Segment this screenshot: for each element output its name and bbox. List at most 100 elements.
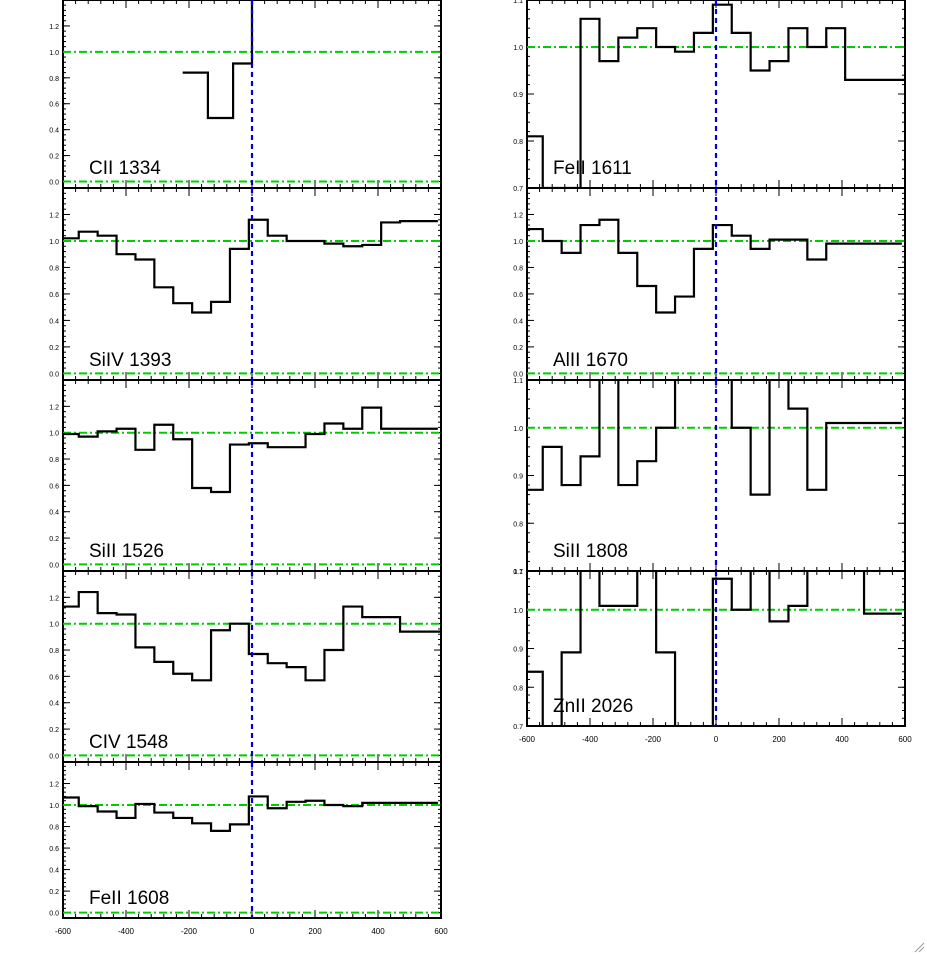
y-tick-label: 0.2 (513, 345, 523, 352)
y-tick-label: 0.0 (49, 371, 59, 378)
x-tick-label: 600 (434, 927, 448, 936)
y-tick-label: 0.4 (49, 701, 59, 708)
y-tick-label: 0.7 (513, 724, 523, 731)
y-tick-label: 1.2 (49, 212, 59, 219)
y-tick-label: 0.4 (513, 318, 523, 325)
y-tick-label: 0.6 (49, 846, 59, 853)
y-tick-label: 0.4 (49, 318, 59, 325)
y-tick-label: 0.2 (49, 889, 59, 896)
y-tick-label: 0.0 (49, 911, 59, 918)
resize-grip-icon[interactable] (913, 941, 925, 953)
x-tick-label: 200 (308, 927, 322, 936)
y-tick-label: 0.9 (513, 647, 523, 654)
y-tick-label: 1.2 (49, 595, 59, 602)
y-tick-label: 0.0 (513, 371, 523, 378)
x-tick-label: -200 (181, 927, 198, 936)
y-tick-label: 1.0 (49, 622, 59, 629)
y-tick-label: 0.2 (49, 727, 59, 734)
panel-cii-1334: 0.0 0.2 0.4 0.6 0.8 1.0 1.2 CII 1334 (49, 0, 442, 189)
y-tick-label: 0.8 (513, 139, 523, 146)
y-tick-label: 0.6 (513, 292, 523, 299)
y-tick-label: 0.4 (49, 128, 59, 135)
y-tick-label: 1.2 (513, 212, 523, 219)
x-tick-label: -400 (582, 735, 599, 744)
y-tick-label: 0.8 (49, 76, 59, 83)
ion-label: SiII 1526 (89, 541, 164, 562)
spectrum-line (63, 590, 441, 682)
ion-label: CII 1334 (89, 158, 161, 179)
panel-siii-1808: 0.7 0.8 0.9 1.0 1.1 SiII 1808 (513, 378, 906, 576)
panel-alii-1670: 0.0 0.2 0.4 0.6 0.8 1.0 1.2 AlII 1670 (513, 187, 906, 381)
ion-label: AlII 1670 (553, 350, 628, 371)
y-tick-label: 1.1 (513, 569, 523, 576)
y-tick-label: 1.0 (49, 50, 59, 57)
y-tick-label: 1.1 (513, 378, 523, 385)
y-tick-label: 0.2 (49, 154, 59, 161)
y-tick-label: 0.8 (49, 648, 59, 655)
spectrum-line (182, 0, 254, 120)
spectrum-line (527, 218, 902, 314)
y-tick-label: 0.8 (49, 825, 59, 832)
y-tick-label: 0.0 (49, 180, 59, 187)
panel-feii-1611: 0.7 0.8 0.9 1.0 1.1 FeII 1611 (513, 0, 906, 193)
spectrum-line (527, 380, 902, 496)
panel-siii-1526: 0.0 0.2 0.4 0.6 0.8 1.0 1.2 SiII 1526 (49, 379, 442, 572)
x-tick-label: -400 (118, 927, 135, 936)
y-tick-label: 0.8 (513, 521, 523, 528)
y-tick-label: 1.2 (49, 24, 59, 31)
panel-znii-2026: 0.7 0.8 0.9 1.0 1.1 -600 -400 -200 0 200 400 600 ZnI… (513, 569, 912, 744)
ion-label: ZnII 2026 (553, 696, 633, 717)
x-tick-label: -200 (645, 735, 662, 744)
panel-siiv-1393: 0.0 0.2 0.4 0.6 0.8 1.0 1.2 SiIV 1393 (49, 187, 442, 381)
y-tick-label: 0.8 (513, 685, 523, 692)
x-tick-label: 0 (714, 735, 719, 744)
y-tick-label: 0.8 (49, 457, 59, 464)
ion-label: FeII 1611 (553, 158, 632, 179)
ion-label: SiIV 1393 (89, 350, 171, 371)
spectrum-line (527, 571, 902, 726)
x-tick-label: 400 (835, 735, 849, 744)
spectrum-line (527, 3, 905, 188)
y-tick-label: 0.4 (49, 868, 59, 875)
y-tick-label: 1.0 (513, 45, 523, 52)
spectrum-line (63, 795, 438, 832)
y-tick-label: 0.2 (49, 345, 59, 352)
y-tick-label: 0.7 (513, 186, 523, 193)
y-tick-label: 0.8 (49, 265, 59, 272)
y-tick-label: 0.2 (49, 536, 59, 543)
spectrum-line (63, 406, 438, 494)
y-tick-label: 1.0 (49, 803, 59, 810)
y-tick-label: 0.8 (513, 265, 523, 272)
x-tick-label: 400 (371, 927, 385, 936)
y-tick-label: 0.9 (513, 92, 523, 99)
y-tick-label: 1.1 (513, 0, 523, 5)
ion-label: FeII 1608 (89, 888, 169, 909)
spectrum-line (63, 218, 438, 314)
x-tick-label: 200 (772, 735, 786, 744)
y-tick-label: 1.0 (49, 239, 59, 246)
x-tick-label: 600 (898, 735, 912, 744)
y-tick-label: 0.0 (49, 562, 59, 569)
y-tick-label: 0.6 (49, 483, 59, 490)
ion-label: CIV 1548 (89, 732, 168, 753)
y-tick-label: 0.9 (513, 474, 523, 481)
y-tick-label: 0.6 (49, 292, 59, 299)
y-tick-label: 0.6 (49, 102, 59, 109)
y-tick-label: 0.4 (49, 510, 59, 517)
y-tick-label: 1.2 (49, 782, 59, 789)
y-tick-label: 1.0 (513, 239, 523, 246)
y-tick-label: 1.0 (513, 426, 523, 433)
y-tick-label: 0.6 (49, 674, 59, 681)
y-tick-label: 0.0 (49, 753, 59, 760)
y-tick-label: 1.0 (49, 431, 59, 438)
x-tick-label: -600 (55, 927, 72, 936)
y-tick-label: 1.2 (49, 404, 59, 411)
panel-feii-1608: 0.0 0.2 0.4 0.6 0.8 1.0 1.2 -600 -400 -200 0 200 400… (49, 761, 448, 936)
panel-civ-1548: 0.0 0.2 0.4 0.6 0.8 1.0 1.2 CIV 1548 (49, 570, 442, 763)
y-tick-label: 1.0 (513, 608, 523, 615)
x-tick-label: 0 (250, 927, 255, 936)
x-tick-label: -600 (519, 735, 536, 744)
y-tick-label: 0.7 (513, 569, 523, 576)
ion-label: SiII 1808 (553, 541, 628, 562)
